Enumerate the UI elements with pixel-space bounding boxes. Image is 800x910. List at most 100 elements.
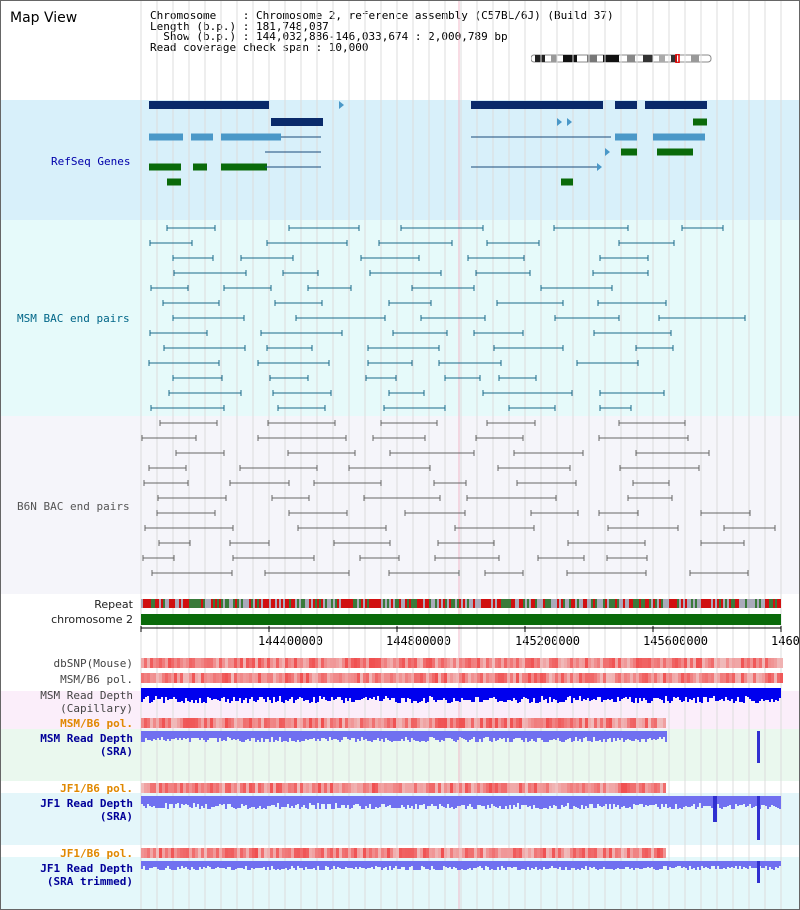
repeat-segment: [471, 599, 473, 608]
pol-cell: [327, 783, 330, 793]
pol-cell: [378, 658, 381, 668]
pol-cell: [276, 673, 279, 683]
pol-cell: [156, 783, 159, 793]
pol-cell: [600, 783, 603, 793]
repeat-segment: [415, 599, 417, 608]
pol-cell: [573, 783, 576, 793]
repeat-segment: [777, 599, 779, 608]
jf1-read-trim-label[interactable]: JF1 Read Depth: [40, 862, 133, 875]
repeat-segment: [443, 599, 445, 608]
repeat-segment: [669, 599, 671, 608]
repeat-segment: [273, 599, 275, 608]
repeat-segment: [691, 599, 693, 608]
repeat-segment: [379, 599, 381, 608]
repeat-segment: [677, 599, 679, 608]
pol-cell: [345, 673, 348, 683]
repeat-segment: [449, 599, 451, 608]
refseq-label[interactable]: RefSeq Genes: [51, 155, 131, 168]
pol-cell: [330, 658, 333, 668]
pol-cell: [543, 658, 546, 668]
pol-cell: [234, 658, 237, 668]
pol-cell: [618, 783, 621, 793]
pol-cell: [642, 658, 645, 668]
repeat-segment: [433, 599, 435, 608]
pol-cell: [672, 658, 675, 668]
pol-cell: [273, 658, 276, 668]
repeat-segment: [653, 599, 655, 608]
jf1-b6-pol-label[interactable]: JF1/B6 pol.: [60, 782, 133, 795]
pol-cell: [435, 673, 438, 683]
pol-cell: [336, 673, 339, 683]
repeat-segment: [739, 599, 741, 608]
msm-read-cap-label[interactable]: MSM Read Depth: [40, 689, 133, 702]
pol-cell: [753, 673, 756, 683]
repeat-segment: [751, 599, 753, 608]
msm-bac-label[interactable]: MSM BAC end pairs: [17, 312, 130, 325]
msm-b6-pol-2-label[interactable]: MSM/B6 pol.: [60, 717, 133, 730]
pol-cell: [462, 673, 465, 683]
pol-cell: [243, 673, 246, 683]
pol-cell: [255, 673, 258, 683]
repeat-segment: [507, 599, 509, 608]
repeat-segment: [761, 599, 763, 608]
repeat-segment: [183, 599, 185, 608]
pol-cell: [744, 658, 747, 668]
pol-cell: [489, 658, 492, 668]
repeat-segment: [203, 599, 205, 608]
jf1-b6-pol-2-label[interactable]: JF1/B6 pol.: [60, 847, 133, 860]
pol-cell: [372, 658, 375, 668]
pol-cell: [315, 658, 318, 668]
repeat-segment: [339, 599, 341, 608]
repeat-segment: [229, 599, 231, 608]
repeat-segment: [735, 599, 737, 608]
pol-cell: [528, 783, 531, 793]
pol-cell: [144, 658, 147, 668]
pol-cell: [654, 658, 657, 668]
pol-cell: [216, 658, 219, 668]
pol-cell: [426, 673, 429, 683]
repeat-segment: [529, 599, 531, 608]
repeat-segment: [715, 599, 717, 608]
repeat-segment: [589, 599, 591, 608]
pol-cell: [699, 658, 702, 668]
repeat-segment: [439, 599, 441, 608]
pol-cell: [180, 673, 183, 683]
repeat-segment: [163, 599, 165, 608]
pol-cell: [540, 658, 543, 668]
repeat-segment: [545, 599, 547, 608]
pol-cell: [372, 783, 375, 793]
pol-cell: [642, 783, 645, 793]
chromosome-ideogram[interactable]: [531, 54, 713, 63]
msm-b6-pol-label[interactable]: MSM/B6 pol.: [60, 673, 133, 686]
pol-cell: [564, 673, 567, 683]
pol-cell: [228, 783, 231, 793]
pol-cell: [744, 673, 747, 683]
pol-cell: [474, 658, 477, 668]
b6n-bac-label[interactable]: B6N BAC end pairs: [17, 500, 130, 513]
pol-cell: [558, 783, 561, 793]
pol-cell: [396, 783, 399, 793]
msm-read-sra-label[interactable]: MSM Read Depth: [40, 732, 133, 745]
repeat-segment: [585, 599, 587, 608]
jf1-read-sra-label[interactable]: JF1 Read Depth: [40, 797, 133, 810]
repeat-segment: [293, 599, 295, 608]
pol-cell: [369, 673, 372, 683]
dbsnp-label[interactable]: dbSNP(Mouse): [53, 657, 133, 670]
pol-cell: [480, 673, 483, 683]
pol-cell: [447, 658, 450, 668]
repeat-segment: [497, 599, 499, 608]
axis-tick-3: 145200000: [515, 634, 581, 648]
repeat-segment: [527, 599, 529, 608]
repeat-segment: [351, 599, 353, 608]
pol-cell: [708, 673, 711, 683]
pol-cell: [603, 673, 606, 683]
pol-cell: [282, 673, 285, 683]
pol-cell: [624, 658, 627, 668]
pol-cell: [144, 783, 147, 793]
pol-cell: [360, 673, 363, 683]
pol-cell: [747, 673, 750, 683]
repeat-segment: [451, 599, 453, 608]
pol-cell: [516, 673, 519, 683]
pol-cell: [648, 783, 651, 793]
repeat-segment: [513, 599, 515, 608]
